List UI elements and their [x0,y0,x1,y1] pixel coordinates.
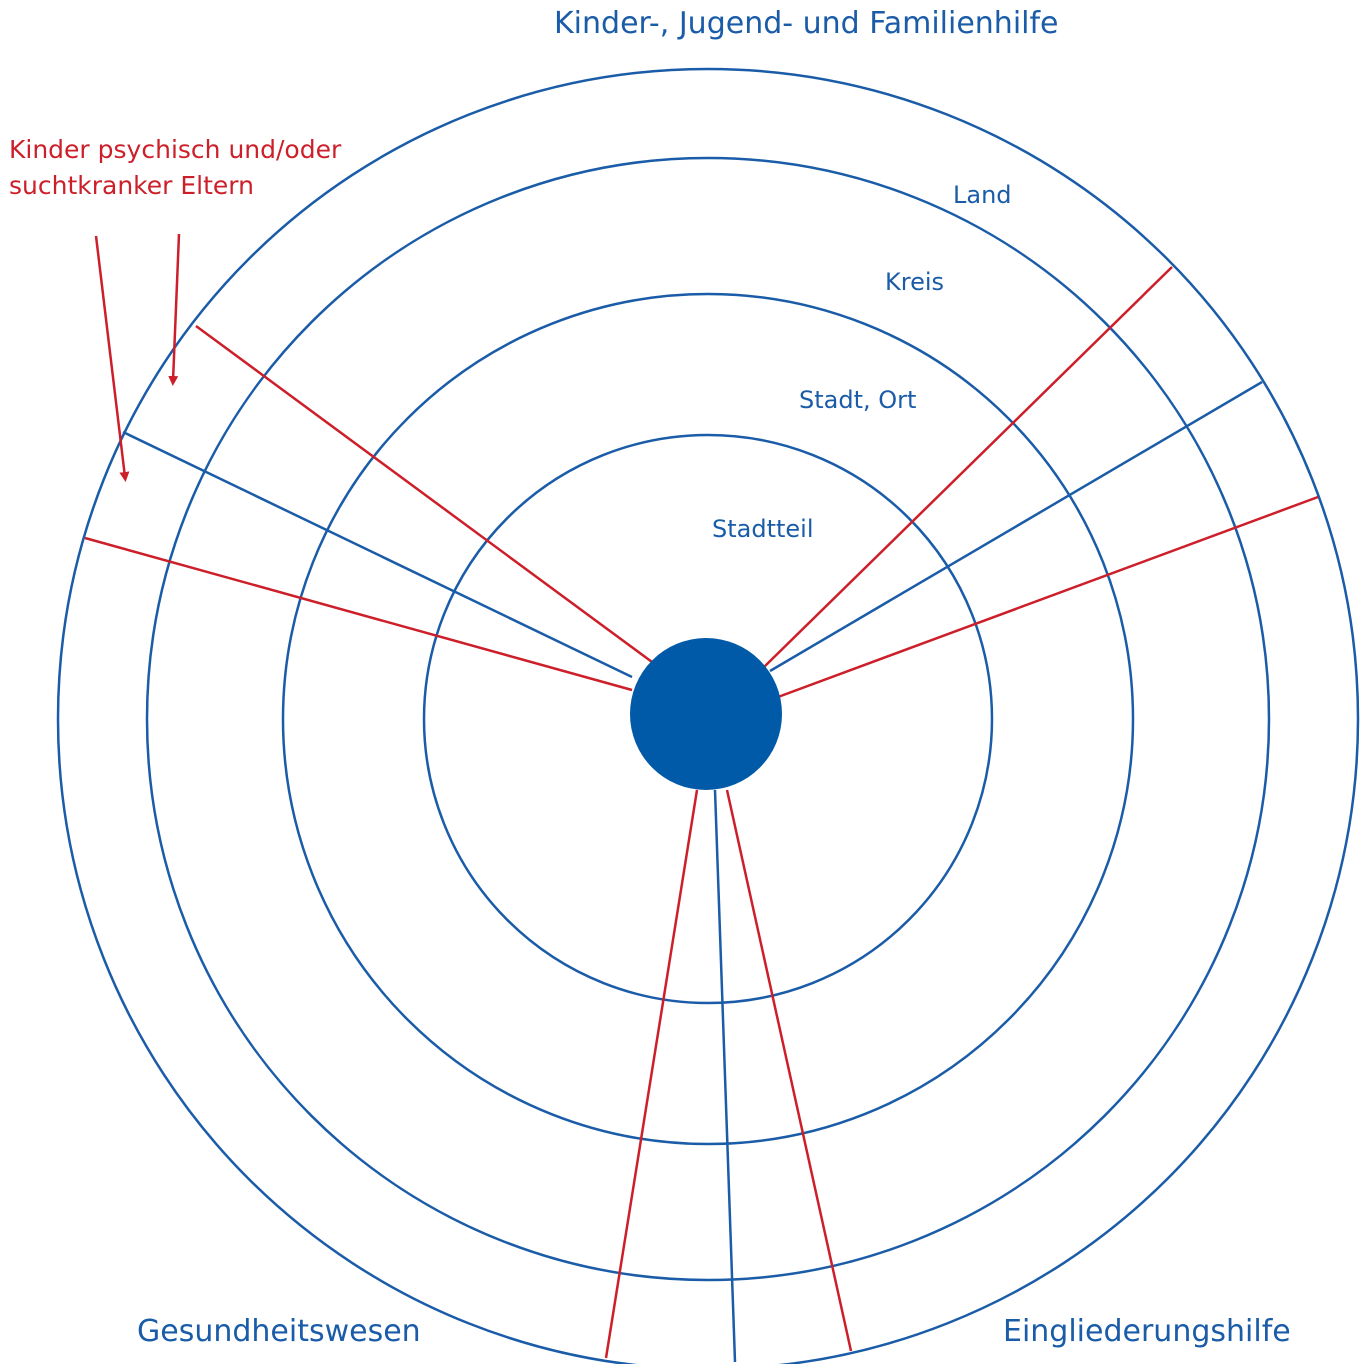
annotation-line-1: Kinder psychisch und/oder [9,135,342,164]
divider-blue-bottom [713,789,737,1363]
center-hub [630,638,782,790]
annotation-label: Kinder psychisch und/oder suchtkranker E… [9,132,341,204]
ring-kreis [281,292,1135,1146]
divider-red-left [84,536,633,692]
divider-red-bottom-right [725,789,853,1352]
annotation-line-2: suchtkranker Eltern [9,171,254,200]
divider-red-bottom-left [604,789,699,1359]
divider-red-right [777,495,1319,699]
ring-label-kreis: Kreis [885,268,945,296]
ring-outer [56,67,1360,1364]
ring-land [145,156,1271,1282]
sector-label-bottom-right: Eingliederungshilfe [1003,1314,1291,1349]
divider-red-upper-right [763,266,1173,668]
annotation-arrow-left [94,235,130,482]
divider-blue-right [769,380,1263,673]
sector-label-top: Kinder-, Jugend- und Familienhilfe [554,6,1059,41]
sector-label-bottom-left: Gesundheitswesen [137,1314,421,1349]
ring-label-stadt-ort: Stadt, Ort [799,386,917,414]
divider-red-upper-left [195,324,653,664]
ring-label-stadtteil: Stadtteil [712,515,814,543]
ring-label-land: Land [953,181,1012,209]
annotation-arrow-right [168,233,181,386]
divider-blue-left [122,430,633,679]
ring-stadtteil [422,433,994,1005]
